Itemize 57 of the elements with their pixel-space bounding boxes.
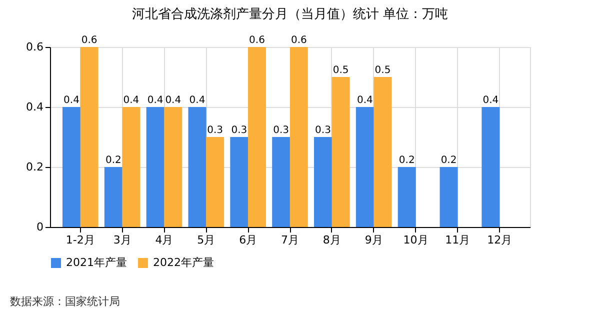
y-tick-label: 0 (36, 220, 44, 234)
data-label: 0.6 (249, 35, 265, 46)
legend-label: 2022年产量 (153, 256, 214, 269)
bar (440, 167, 458, 227)
bar (374, 77, 392, 227)
data-label: 0.4 (356, 95, 373, 106)
legend-label: 2021年产量 (66, 256, 127, 269)
y-tick-label: 0.4 (26, 100, 44, 114)
x-tick-label: 9月 (364, 234, 383, 246)
bar (272, 137, 290, 227)
data-label: 0.3 (273, 125, 290, 136)
chart-title: 河北省合成洗涤剂产量分月（当月值）统计 单位：万吨 (132, 6, 448, 22)
data-label: 0.5 (332, 65, 349, 76)
bar (356, 107, 374, 227)
data-label: 0.3 (231, 125, 248, 136)
x-tick-label: 8月 (322, 234, 341, 246)
data-label: 0.4 (189, 95, 206, 106)
x-tick-label: 4月 (155, 234, 174, 246)
bar (332, 77, 350, 227)
data-label: 0.2 (440, 155, 457, 166)
bar (290, 47, 308, 227)
bar (80, 47, 98, 227)
x-tick-label: 3月 (113, 234, 132, 246)
bar (230, 137, 248, 227)
x-tick-label: 1-2月 (66, 234, 95, 246)
bar (248, 47, 266, 227)
source-note: 数据来源：国家统计局 (10, 295, 120, 308)
x-tick-label: 6月 (239, 234, 258, 246)
bar (164, 107, 182, 227)
y-tick-label: 0.6 (26, 40, 44, 54)
x-tick-label: 5月 (197, 234, 216, 246)
data-label: 0.3 (207, 125, 224, 136)
data-label: 0.6 (81, 35, 98, 46)
data-label: 0.2 (398, 155, 415, 166)
bar (206, 137, 224, 227)
data-label: 0.6 (290, 35, 307, 46)
data-label: 0.4 (64, 95, 80, 106)
data-label: 0.3 (315, 125, 331, 136)
y-tick-label: 0.2 (26, 160, 44, 174)
x-tick-label: 12月 (487, 234, 512, 246)
x-tick-label: 7月 (281, 234, 299, 246)
data-label: 0.4 (482, 95, 499, 106)
x-tick-label: 10月 (403, 234, 428, 246)
bar (122, 107, 140, 227)
data-label: 0.4 (147, 95, 164, 106)
bar (188, 107, 206, 227)
bar (146, 107, 164, 227)
data-label: 0.2 (105, 155, 122, 166)
data-label: 0.4 (165, 95, 182, 106)
bar (398, 167, 416, 227)
bar (104, 167, 122, 227)
x-tick-label: 11月 (445, 234, 470, 246)
bar (314, 137, 332, 227)
bar (62, 107, 80, 227)
data-label: 0.5 (374, 65, 391, 76)
data-label: 0.4 (123, 95, 140, 106)
bar (482, 107, 500, 227)
